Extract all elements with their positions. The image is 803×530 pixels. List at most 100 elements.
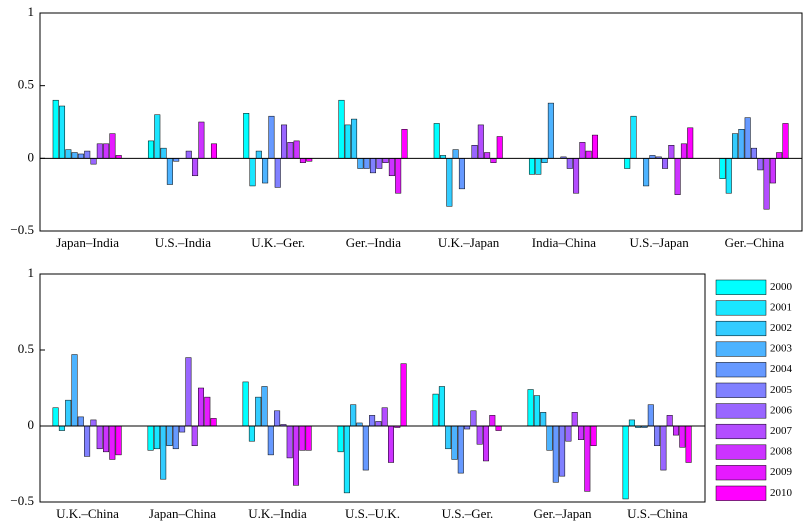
legend-label: 2002: [770, 322, 792, 334]
bar: [337, 425, 344, 453]
bar: [71, 354, 78, 427]
x-tick-label: India–China: [532, 235, 596, 250]
bar: [566, 158, 573, 169]
bar: [547, 102, 554, 159]
x-tick-label: Japan–China: [149, 506, 216, 521]
bar: [84, 425, 91, 457]
bar: [255, 396, 262, 427]
bar: [166, 425, 173, 447]
bar: [243, 113, 250, 159]
bar: [471, 145, 478, 159]
bar: [591, 134, 598, 159]
bar: [350, 404, 357, 427]
bar: [198, 121, 205, 159]
y-tick-label: −0.5: [10, 493, 34, 508]
bar: [52, 407, 59, 427]
bar: [103, 425, 109, 453]
bar: [249, 158, 256, 187]
bar: [267, 425, 274, 456]
bar: [763, 158, 770, 210]
bar: [287, 142, 294, 159]
bar: [496, 136, 503, 159]
bar: [153, 425, 160, 450]
y-tick-label: 0.5: [18, 341, 34, 356]
x-tick-label: Japan–India: [56, 235, 119, 250]
legend-label: 2003: [770, 343, 793, 355]
bar: [527, 389, 534, 427]
x-tick-label: U.S.–Ger.: [442, 506, 494, 521]
bar: [293, 425, 299, 486]
legend-label: 2010: [770, 487, 793, 499]
legend-swatch: [715, 300, 767, 316]
y-tick-label: −0.5: [10, 222, 34, 237]
bar: [552, 425, 559, 483]
bar: [490, 158, 497, 163]
bar: [103, 143, 110, 159]
bar: [293, 140, 300, 159]
bar: [433, 123, 440, 159]
bar: [90, 158, 97, 165]
legend-swatch: [715, 403, 767, 419]
legend-swatch: [715, 320, 767, 337]
bar: [255, 150, 262, 159]
bar: [395, 158, 402, 194]
legend-swatch: [715, 485, 767, 501]
bar: [343, 425, 350, 494]
legend-label: 2007: [770, 425, 793, 437]
bar: [248, 425, 255, 442]
bar: [160, 425, 167, 480]
x-tick-label: U.K.–China: [56, 506, 119, 521]
legend: 2000 2001 2002 2003 2004 2005 2006 2007 2008 2009…: [712, 275, 802, 510]
bar: [782, 123, 789, 159]
bar: [147, 425, 154, 451]
bar: [662, 158, 669, 169]
bar: [363, 158, 370, 169]
x-tick-label: U.S.–Japan: [630, 235, 690, 250]
bar: [96, 425, 103, 450]
bar: [578, 425, 584, 440]
bar: [668, 145, 675, 159]
y-tick-label: 1: [28, 265, 35, 280]
bar: [483, 425, 489, 462]
bar: [65, 399, 72, 427]
bar: [679, 425, 686, 448]
bar: [400, 363, 407, 427]
bar: [451, 425, 458, 460]
bar: [776, 152, 783, 159]
bar: [470, 410, 477, 427]
bar: [109, 425, 116, 460]
y-tick-label: 0: [28, 417, 35, 432]
bar: [362, 425, 369, 471]
bar: [654, 425, 661, 447]
bar: [457, 425, 464, 474]
bar: [166, 158, 173, 185]
bar: [262, 158, 269, 184]
legend-swatch: [715, 465, 767, 481]
y-tick-label: 0: [28, 149, 35, 164]
bar: [77, 153, 84, 159]
bar: [769, 158, 776, 184]
bar: [533, 395, 540, 427]
bar: [357, 158, 364, 169]
bar: [274, 158, 281, 188]
bar: [77, 416, 84, 427]
bar: [647, 404, 654, 427]
bar: [172, 425, 179, 450]
legend-swatch: [715, 341, 767, 357]
x-tick-label: Ger.–Japan: [533, 506, 592, 521]
bar: [432, 393, 439, 427]
bar: [286, 425, 293, 459]
bar: [242, 381, 249, 427]
bar: [344, 124, 351, 159]
bar: [643, 158, 650, 187]
bar: [369, 158, 376, 174]
bar: [198, 387, 204, 427]
bar: [210, 418, 217, 427]
x-tick-label: Ger.–China: [725, 235, 785, 250]
bar: [115, 425, 122, 456]
bar: [622, 425, 629, 500]
bar: [109, 133, 116, 159]
bar: [369, 415, 376, 427]
axes-frame: [39, 12, 803, 232]
legend-swatch: [715, 279, 767, 295]
